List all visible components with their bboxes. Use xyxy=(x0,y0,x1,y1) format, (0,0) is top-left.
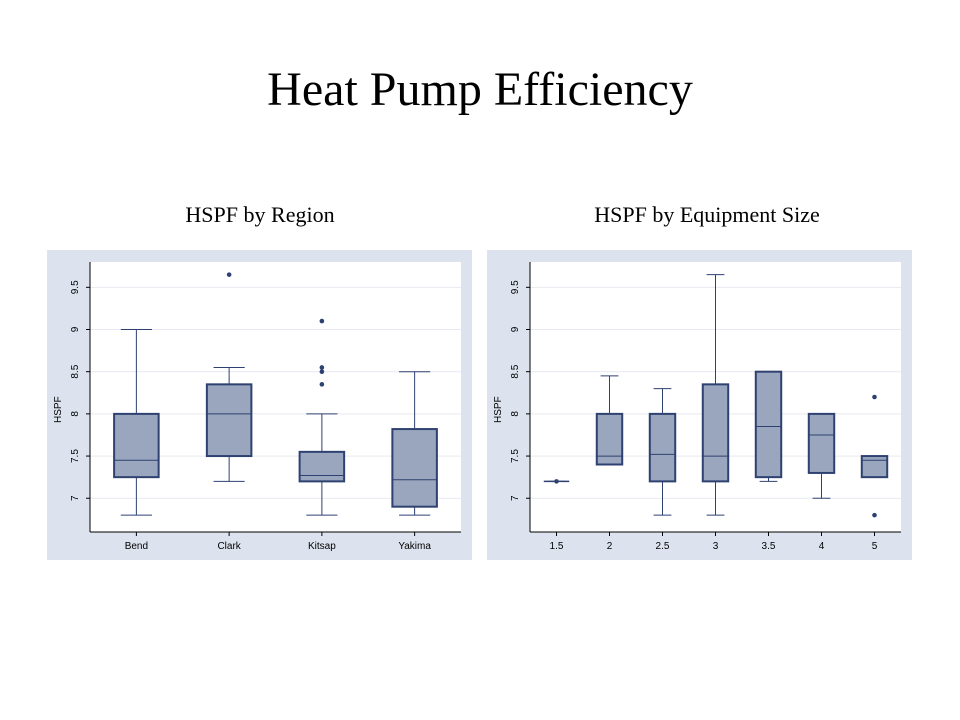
x-tick-label: 2 xyxy=(607,541,613,552)
y-tick-label: 9 xyxy=(510,326,521,332)
y-tick-label: 9 xyxy=(70,326,81,332)
box-3.5 xyxy=(754,370,783,482)
box-iqr xyxy=(701,383,730,483)
page-title: Heat Pump Efficiency xyxy=(267,63,693,116)
box-iqr xyxy=(860,455,889,479)
box-Clark xyxy=(205,272,253,482)
box-plot-hspf-by-region: 7 7.5 8 8.5 9 9.5 HSPF Bend Clark Kitsap Yakima xyxy=(47,250,472,560)
x-tick-label: 4 xyxy=(819,541,825,552)
x-tick-label: 2.5 xyxy=(656,541,670,552)
y-tick-label: 7.5 xyxy=(70,449,81,463)
box-iqr xyxy=(754,370,783,479)
y-axis-label: HSPF xyxy=(493,396,504,423)
box-5 xyxy=(860,394,889,518)
x-tick-label: Bend xyxy=(125,541,148,552)
y-axis-label: HSPF xyxy=(53,396,64,423)
box-Bend xyxy=(113,329,160,516)
box-2.5 xyxy=(648,388,677,516)
x-tick-label: Kitsap xyxy=(308,541,336,552)
y-tick-label: 9.5 xyxy=(70,280,81,294)
x-tick-label: Yakima xyxy=(398,541,431,552)
chart-title-equipment-size: HSPF by Equipment Size xyxy=(594,202,820,227)
y-tick-label: 8.5 xyxy=(510,364,521,378)
outlier-point xyxy=(319,382,325,387)
box-1.5 xyxy=(543,479,570,484)
y-tick-label: 8 xyxy=(70,411,81,417)
box-iqr xyxy=(807,412,836,474)
box-plot-hspf-by-equipment-size: 7 7.5 8 8.5 9 9.5 HSPF 1.5 2 2.5 3 3.5 4 5 xyxy=(487,250,912,560)
box-iqr xyxy=(298,450,346,483)
box-iqr xyxy=(205,383,253,458)
y-tick-label: 7 xyxy=(70,495,81,501)
outlier-point xyxy=(319,318,325,324)
box-iqr xyxy=(595,412,624,466)
box-2 xyxy=(595,375,624,466)
outlier-point xyxy=(872,512,877,518)
box-iqr xyxy=(648,412,677,483)
box-Yakima xyxy=(391,371,438,516)
y-tick-label: 8 xyxy=(510,411,521,417)
x-tick-label: Clark xyxy=(217,541,241,552)
x-tick-label: 1.5 xyxy=(550,541,564,552)
outlier-point xyxy=(226,272,232,277)
chart-title-region: HSPF by Region xyxy=(185,202,335,227)
outlier-point xyxy=(554,479,559,484)
x-tick-label: 3 xyxy=(713,541,719,552)
outlier-point xyxy=(872,394,877,400)
x-tick-label: 5 xyxy=(872,541,878,552)
box-3 xyxy=(701,274,730,516)
box-4 xyxy=(807,412,836,499)
y-tick-label: 7 xyxy=(510,495,521,501)
box-Kitsap xyxy=(298,318,346,516)
outlier-point xyxy=(319,369,325,374)
y-tick-label: 7.5 xyxy=(510,449,521,463)
x-tick-label: 3.5 xyxy=(762,541,776,552)
outlier-point xyxy=(319,365,325,370)
box-iqr xyxy=(113,412,160,479)
y-tick-label: 9.5 xyxy=(510,280,521,294)
box-iqr xyxy=(391,428,438,508)
y-tick-label: 8.5 xyxy=(70,364,81,378)
